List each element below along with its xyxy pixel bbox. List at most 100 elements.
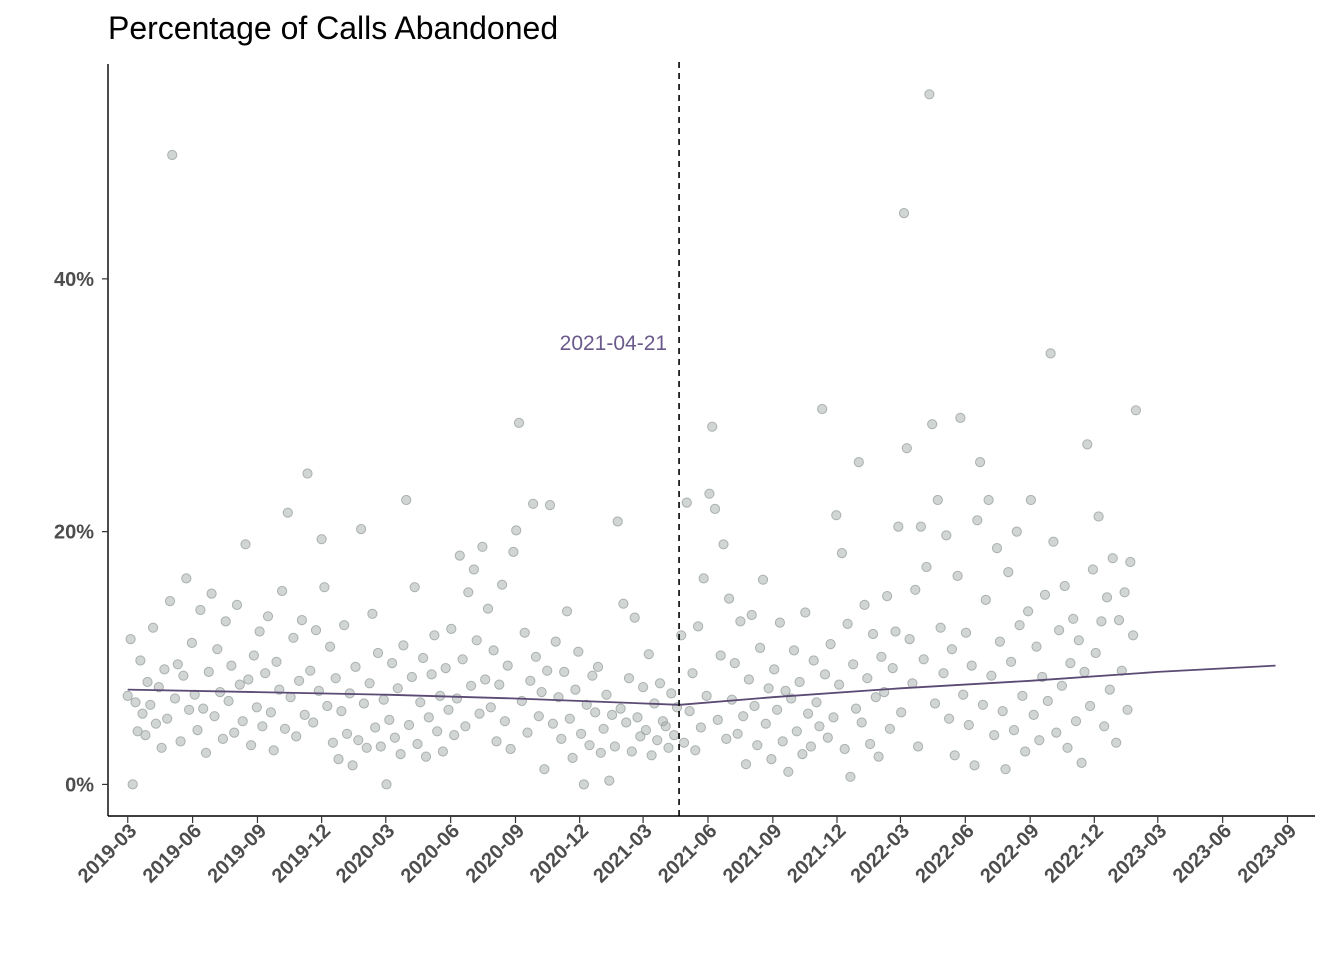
- chart-title: Percentage of Calls Abandoned: [108, 10, 559, 46]
- data-point: [1068, 613, 1079, 624]
- data-point: [1011, 526, 1022, 537]
- data-point: [291, 731, 302, 742]
- data-point: [893, 521, 904, 532]
- data-point: [246, 740, 257, 751]
- data-point: [358, 698, 369, 709]
- x-tick-label: 2022-09: [976, 820, 1043, 887]
- data-point: [279, 723, 291, 734]
- data-point: [1099, 721, 1110, 732]
- data-point: [513, 417, 525, 428]
- data-point: [508, 546, 519, 558]
- data-point: [406, 671, 417, 683]
- data-point: [949, 750, 960, 761]
- data-point: [587, 670, 598, 681]
- data-point: [595, 747, 606, 758]
- data-point: [870, 692, 881, 703]
- data-point: [774, 617, 786, 628]
- data-point: [217, 733, 228, 745]
- data-point: [963, 719, 974, 731]
- data-point: [339, 620, 350, 631]
- data-point: [387, 658, 398, 669]
- data-point: [308, 717, 319, 728]
- data-point: [867, 628, 879, 640]
- data-point: [533, 711, 544, 722]
- data-point: [788, 645, 800, 656]
- data-point: [732, 728, 743, 739]
- data-point: [921, 561, 932, 573]
- data-point: [612, 516, 623, 527]
- data-point: [825, 639, 836, 650]
- data-point: [226, 660, 237, 671]
- data-point: [994, 636, 1006, 647]
- data-point: [576, 728, 587, 739]
- data-point: [159, 664, 170, 675]
- data-point: [148, 622, 159, 633]
- data-point: [457, 654, 468, 665]
- data-point: [341, 728, 353, 739]
- data-point: [859, 599, 870, 611]
- data-point: [570, 684, 581, 695]
- data-point: [814, 721, 825, 732]
- data-point: [1000, 764, 1011, 775]
- data-point: [248, 650, 259, 661]
- data-point: [333, 754, 344, 765]
- data-point: [356, 524, 367, 535]
- data-point: [463, 587, 474, 598]
- x-tick-label: 2021-12: [783, 820, 850, 887]
- axes-layer: 0%20%40%2019-032019-062019-092019-122020…: [54, 64, 1315, 887]
- data-point: [305, 665, 316, 676]
- data-point: [666, 688, 677, 699]
- data-point: [848, 659, 859, 670]
- data-point: [862, 673, 873, 684]
- data-point: [268, 745, 279, 756]
- data-point: [660, 721, 671, 732]
- data-point: [550, 636, 561, 647]
- data-point: [997, 706, 1008, 717]
- data-point: [260, 668, 271, 679]
- data-point: [184, 704, 195, 715]
- data-point: [972, 515, 983, 526]
- data-point: [1076, 757, 1087, 769]
- data-point: [497, 579, 508, 590]
- data-point: [598, 723, 609, 734]
- data-point: [1107, 553, 1118, 564]
- data-point: [715, 650, 726, 661]
- data-point: [769, 664, 780, 675]
- data-point: [601, 689, 612, 700]
- x-tick-label: 2023-06: [1169, 820, 1236, 887]
- data-point: [556, 733, 567, 745]
- data-point: [724, 593, 735, 604]
- data-point: [924, 89, 935, 100]
- data-point: [707, 421, 718, 432]
- data-point: [401, 494, 412, 506]
- data-point: [573, 646, 584, 657]
- data-point: [429, 630, 440, 641]
- data-point: [409, 582, 420, 593]
- data-point: [797, 749, 808, 760]
- data-point: [808, 655, 819, 666]
- data-point: [142, 676, 153, 688]
- data-point: [237, 716, 248, 727]
- data-point: [140, 730, 151, 741]
- data-point: [749, 700, 760, 712]
- data-point: [468, 564, 479, 575]
- data-point: [310, 625, 322, 636]
- data-point: [330, 673, 341, 684]
- data-point: [381, 779, 392, 790]
- data-point: [353, 735, 364, 746]
- data-point: [296, 615, 307, 626]
- data-point: [567, 752, 578, 764]
- data-point: [629, 612, 640, 623]
- data-point: [240, 539, 251, 550]
- data-point: [966, 660, 977, 671]
- data-point: [845, 771, 856, 782]
- data-point: [1104, 684, 1115, 695]
- data-point: [740, 759, 752, 770]
- data-point: [491, 736, 502, 747]
- data-point: [709, 503, 721, 514]
- data-point: [842, 618, 853, 630]
- data-point: [915, 521, 927, 532]
- data-point: [615, 703, 626, 714]
- data-point: [1096, 616, 1107, 627]
- data-point: [499, 716, 510, 727]
